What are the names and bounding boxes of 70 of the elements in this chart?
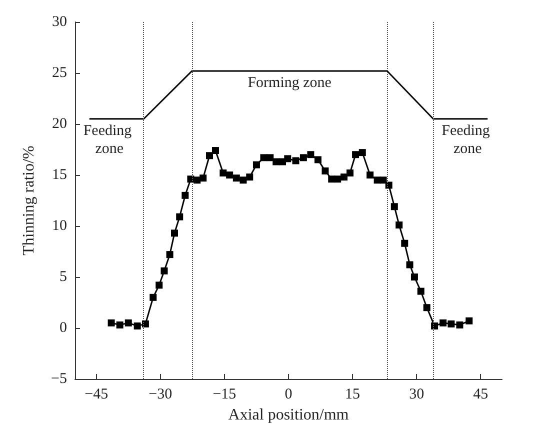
y-tick-label: −5 <box>51 371 67 387</box>
point <box>300 154 307 162</box>
point <box>448 320 455 328</box>
point <box>252 161 260 168</box>
point <box>260 154 268 162</box>
point <box>334 176 342 183</box>
x-tick-label: 30 <box>409 386 424 402</box>
point <box>108 319 115 326</box>
point <box>385 182 392 189</box>
point <box>423 304 430 312</box>
point <box>366 172 374 178</box>
y-tick-label: 30 <box>52 14 67 30</box>
y-tick-label: 0 <box>60 320 67 336</box>
point <box>307 151 314 158</box>
point <box>380 176 387 184</box>
point <box>240 176 247 184</box>
point <box>150 294 157 301</box>
x-tick-label: −15 <box>212 386 236 402</box>
annotation: Forming zone <box>248 74 332 91</box>
annotation: Feeding zone <box>83 122 136 157</box>
point <box>406 261 414 268</box>
point <box>266 154 274 162</box>
point <box>340 174 348 181</box>
point <box>272 158 280 166</box>
point <box>431 322 438 330</box>
point <box>322 167 329 174</box>
y-axis-title: Thinning ratio/% <box>20 146 38 256</box>
x-tick-label: −45 <box>84 386 108 402</box>
point <box>232 174 240 182</box>
point <box>246 174 254 181</box>
point <box>417 288 424 295</box>
point <box>116 321 124 328</box>
point <box>226 172 234 178</box>
point <box>200 174 207 182</box>
point <box>182 192 189 199</box>
x-tick-label: 15 <box>345 386 360 402</box>
y-tick-label: 15 <box>52 167 67 183</box>
point <box>212 147 219 154</box>
x-tick-label: −30 <box>148 386 172 402</box>
point <box>456 321 464 328</box>
annotation: Feeding zone <box>442 122 494 157</box>
point <box>410 274 418 280</box>
point <box>206 152 214 160</box>
point <box>396 221 403 228</box>
point <box>166 251 174 258</box>
y-tick-label: 5 <box>60 269 67 285</box>
point <box>134 322 141 330</box>
x-axis-title: Axial position/mm <box>228 406 350 424</box>
x-tick-label: 0 <box>284 386 292 402</box>
y-tick-label: 10 <box>52 218 67 234</box>
point <box>352 151 360 158</box>
y-tick-label: 25 <box>52 65 67 81</box>
point <box>401 240 408 247</box>
x-tick-label: 45 <box>473 386 488 402</box>
point <box>142 320 149 328</box>
point <box>358 149 366 156</box>
point <box>440 319 447 326</box>
y-tick-label: 20 <box>52 116 67 132</box>
point <box>176 213 184 220</box>
point <box>466 317 473 324</box>
point <box>170 230 178 237</box>
point <box>292 157 300 164</box>
point <box>390 203 398 210</box>
point <box>346 169 354 176</box>
point <box>220 169 227 176</box>
point <box>284 155 292 162</box>
point <box>160 267 168 274</box>
point <box>314 156 322 164</box>
point <box>156 282 163 289</box>
point <box>124 319 132 326</box>
